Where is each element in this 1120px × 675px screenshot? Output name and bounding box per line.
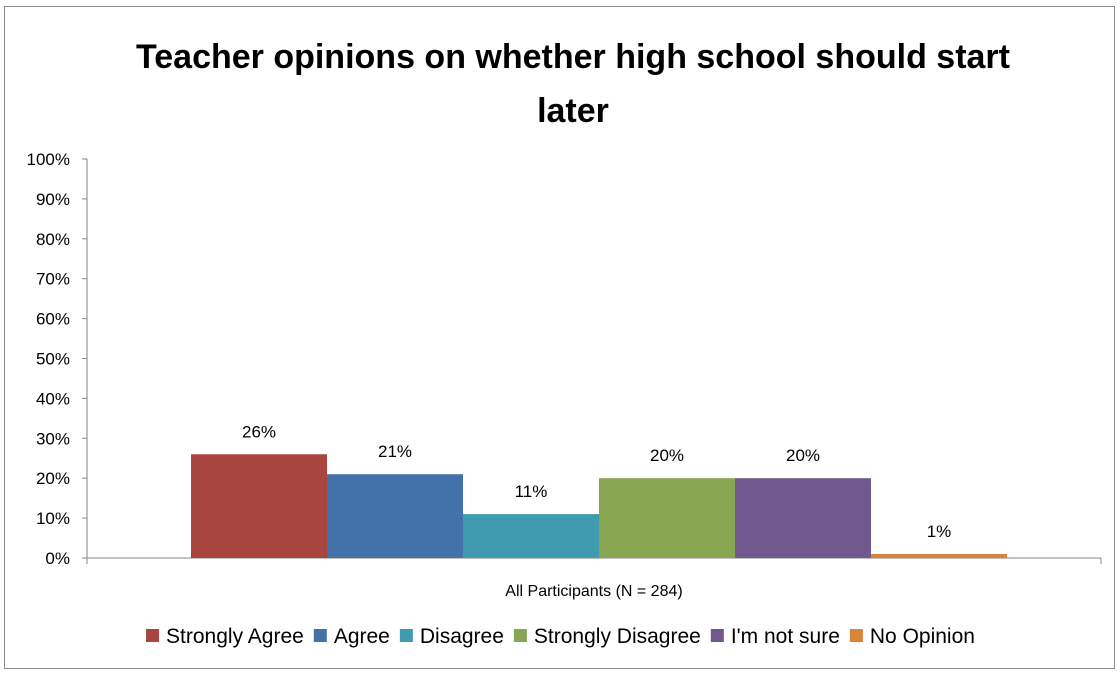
y-tick-label: 10% [36, 509, 70, 528]
legend-swatch [313, 629, 327, 642]
y-tick-label: 90% [36, 190, 70, 209]
x-category-label: All Participants (N = 284) [505, 583, 682, 600]
legend-label: No Opinion [870, 625, 975, 648]
chart-legend: Strongly Agree Agree Disagree Strongly Disa… [146, 625, 975, 648]
legend-item: Strongly Agree [146, 625, 304, 648]
legend-item: Strongly Disagree [513, 625, 701, 648]
data-label: 11% [515, 482, 548, 501]
data-label: 1% [927, 522, 952, 541]
chart-canvas: Teacher opinions on whether high school … [27, 38, 1102, 648]
legend-label: I'm not sure [731, 625, 840, 648]
legend-swatch [513, 629, 527, 642]
bar-no-opinion [871, 554, 1007, 558]
bar-agree [327, 474, 463, 558]
legend-item: Agree [313, 625, 390, 648]
y-tick-label: 70% [36, 270, 70, 289]
legend-item: I'm not sure [710, 625, 840, 648]
y-tick-label: 50% [36, 350, 70, 369]
y-tick-label: 80% [36, 230, 70, 249]
y-tick-label: 30% [36, 429, 70, 448]
chart-title-line-2: later [537, 92, 609, 130]
data-label: 21% [378, 442, 412, 461]
bar-i-m-not-sure [735, 478, 871, 558]
y-tick-label: 60% [36, 310, 70, 329]
legend-label: Strongly Agree [166, 625, 304, 648]
legend-label: Strongly Disagree [534, 625, 701, 648]
y-tick-label: 100% [27, 150, 70, 169]
legend-item: Disagree [399, 625, 504, 648]
legend-item: No Opinion [849, 625, 975, 648]
data-label: 26% [242, 422, 276, 441]
y-tick-label: 0% [45, 549, 70, 568]
legend-label: Agree [334, 625, 390, 648]
legend-swatch [399, 629, 413, 642]
legend-swatch [849, 629, 863, 642]
chart-data-labels: 26% 21% 11% 20% 20% 1% [242, 422, 951, 541]
legend-swatch [146, 629, 160, 642]
y-tick-label: 40% [36, 389, 70, 408]
bar-strongly-disagree [599, 478, 735, 558]
chart-axes: 0% 10% 20% 30% 40% 50% 60% 70% 80% 90% 100% [27, 150, 1102, 568]
chart-title: Teacher opinions on whether high school … [136, 38, 1010, 130]
data-label: 20% [786, 446, 820, 465]
data-label: 20% [650, 446, 684, 465]
legend-label: Disagree [420, 625, 504, 648]
legend-swatch [710, 629, 724, 642]
chart-bars [191, 454, 1007, 558]
bar-disagree [463, 514, 599, 558]
bar-strongly-agree [191, 454, 327, 558]
y-tick-label: 20% [36, 469, 70, 488]
chart-title-line-1: Teacher opinions on whether high school … [136, 38, 1010, 76]
chart-container: Teacher opinions on whether high school … [4, 6, 1115, 669]
